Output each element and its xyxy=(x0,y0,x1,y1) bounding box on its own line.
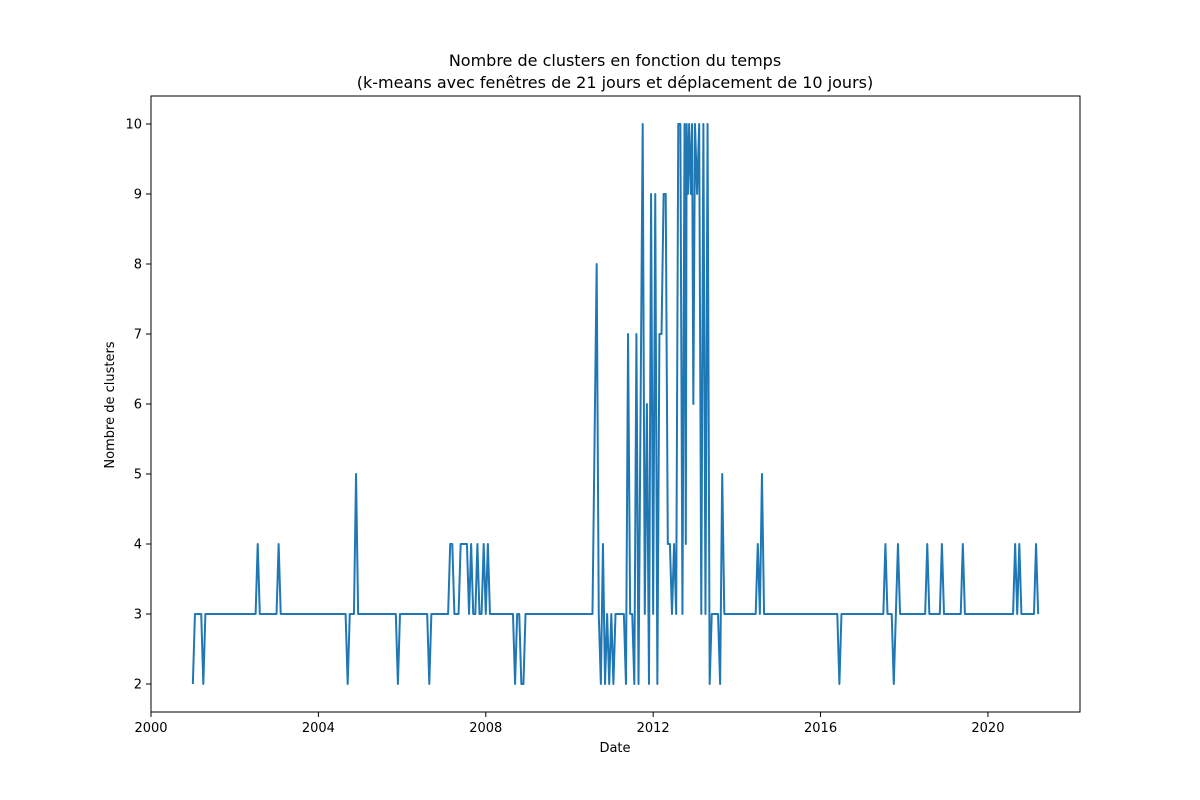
chart-title-line1: Nombre de clusters en fonction du temps xyxy=(449,51,781,70)
y-tick-label: 10 xyxy=(125,118,142,133)
y-tick-label: 2 xyxy=(134,678,142,693)
y-tick-label: 8 xyxy=(134,258,142,273)
plot-area: 2000 2004 2008 2012 2016 2020 2 3 4 5 6 7 8 9 10 xyxy=(125,95,1081,736)
y-axis-label: Nombre de clusters xyxy=(103,341,118,468)
x-tick-label: 2004 xyxy=(302,721,335,736)
y-tick-label: 6 xyxy=(134,398,142,413)
x-tick-label: 2008 xyxy=(469,721,502,736)
x-tick-label: 2016 xyxy=(804,721,837,736)
y-tick-label: 4 xyxy=(134,538,142,553)
y-tick-label: 3 xyxy=(134,608,142,623)
x-tick-label: 2000 xyxy=(134,721,167,736)
x-tick-label: 2020 xyxy=(971,721,1004,736)
series-line-0 xyxy=(191,123,1040,685)
y-tick-label: 9 xyxy=(134,188,142,203)
y-tick-label: 7 xyxy=(134,328,142,343)
chart-title-line2: (k-means avec fenêtres de 21 jours et dé… xyxy=(357,73,873,92)
x-tick-label: 2012 xyxy=(637,721,670,736)
x-axis-label: Date xyxy=(599,741,630,756)
y-tick-label: 5 xyxy=(134,468,142,483)
